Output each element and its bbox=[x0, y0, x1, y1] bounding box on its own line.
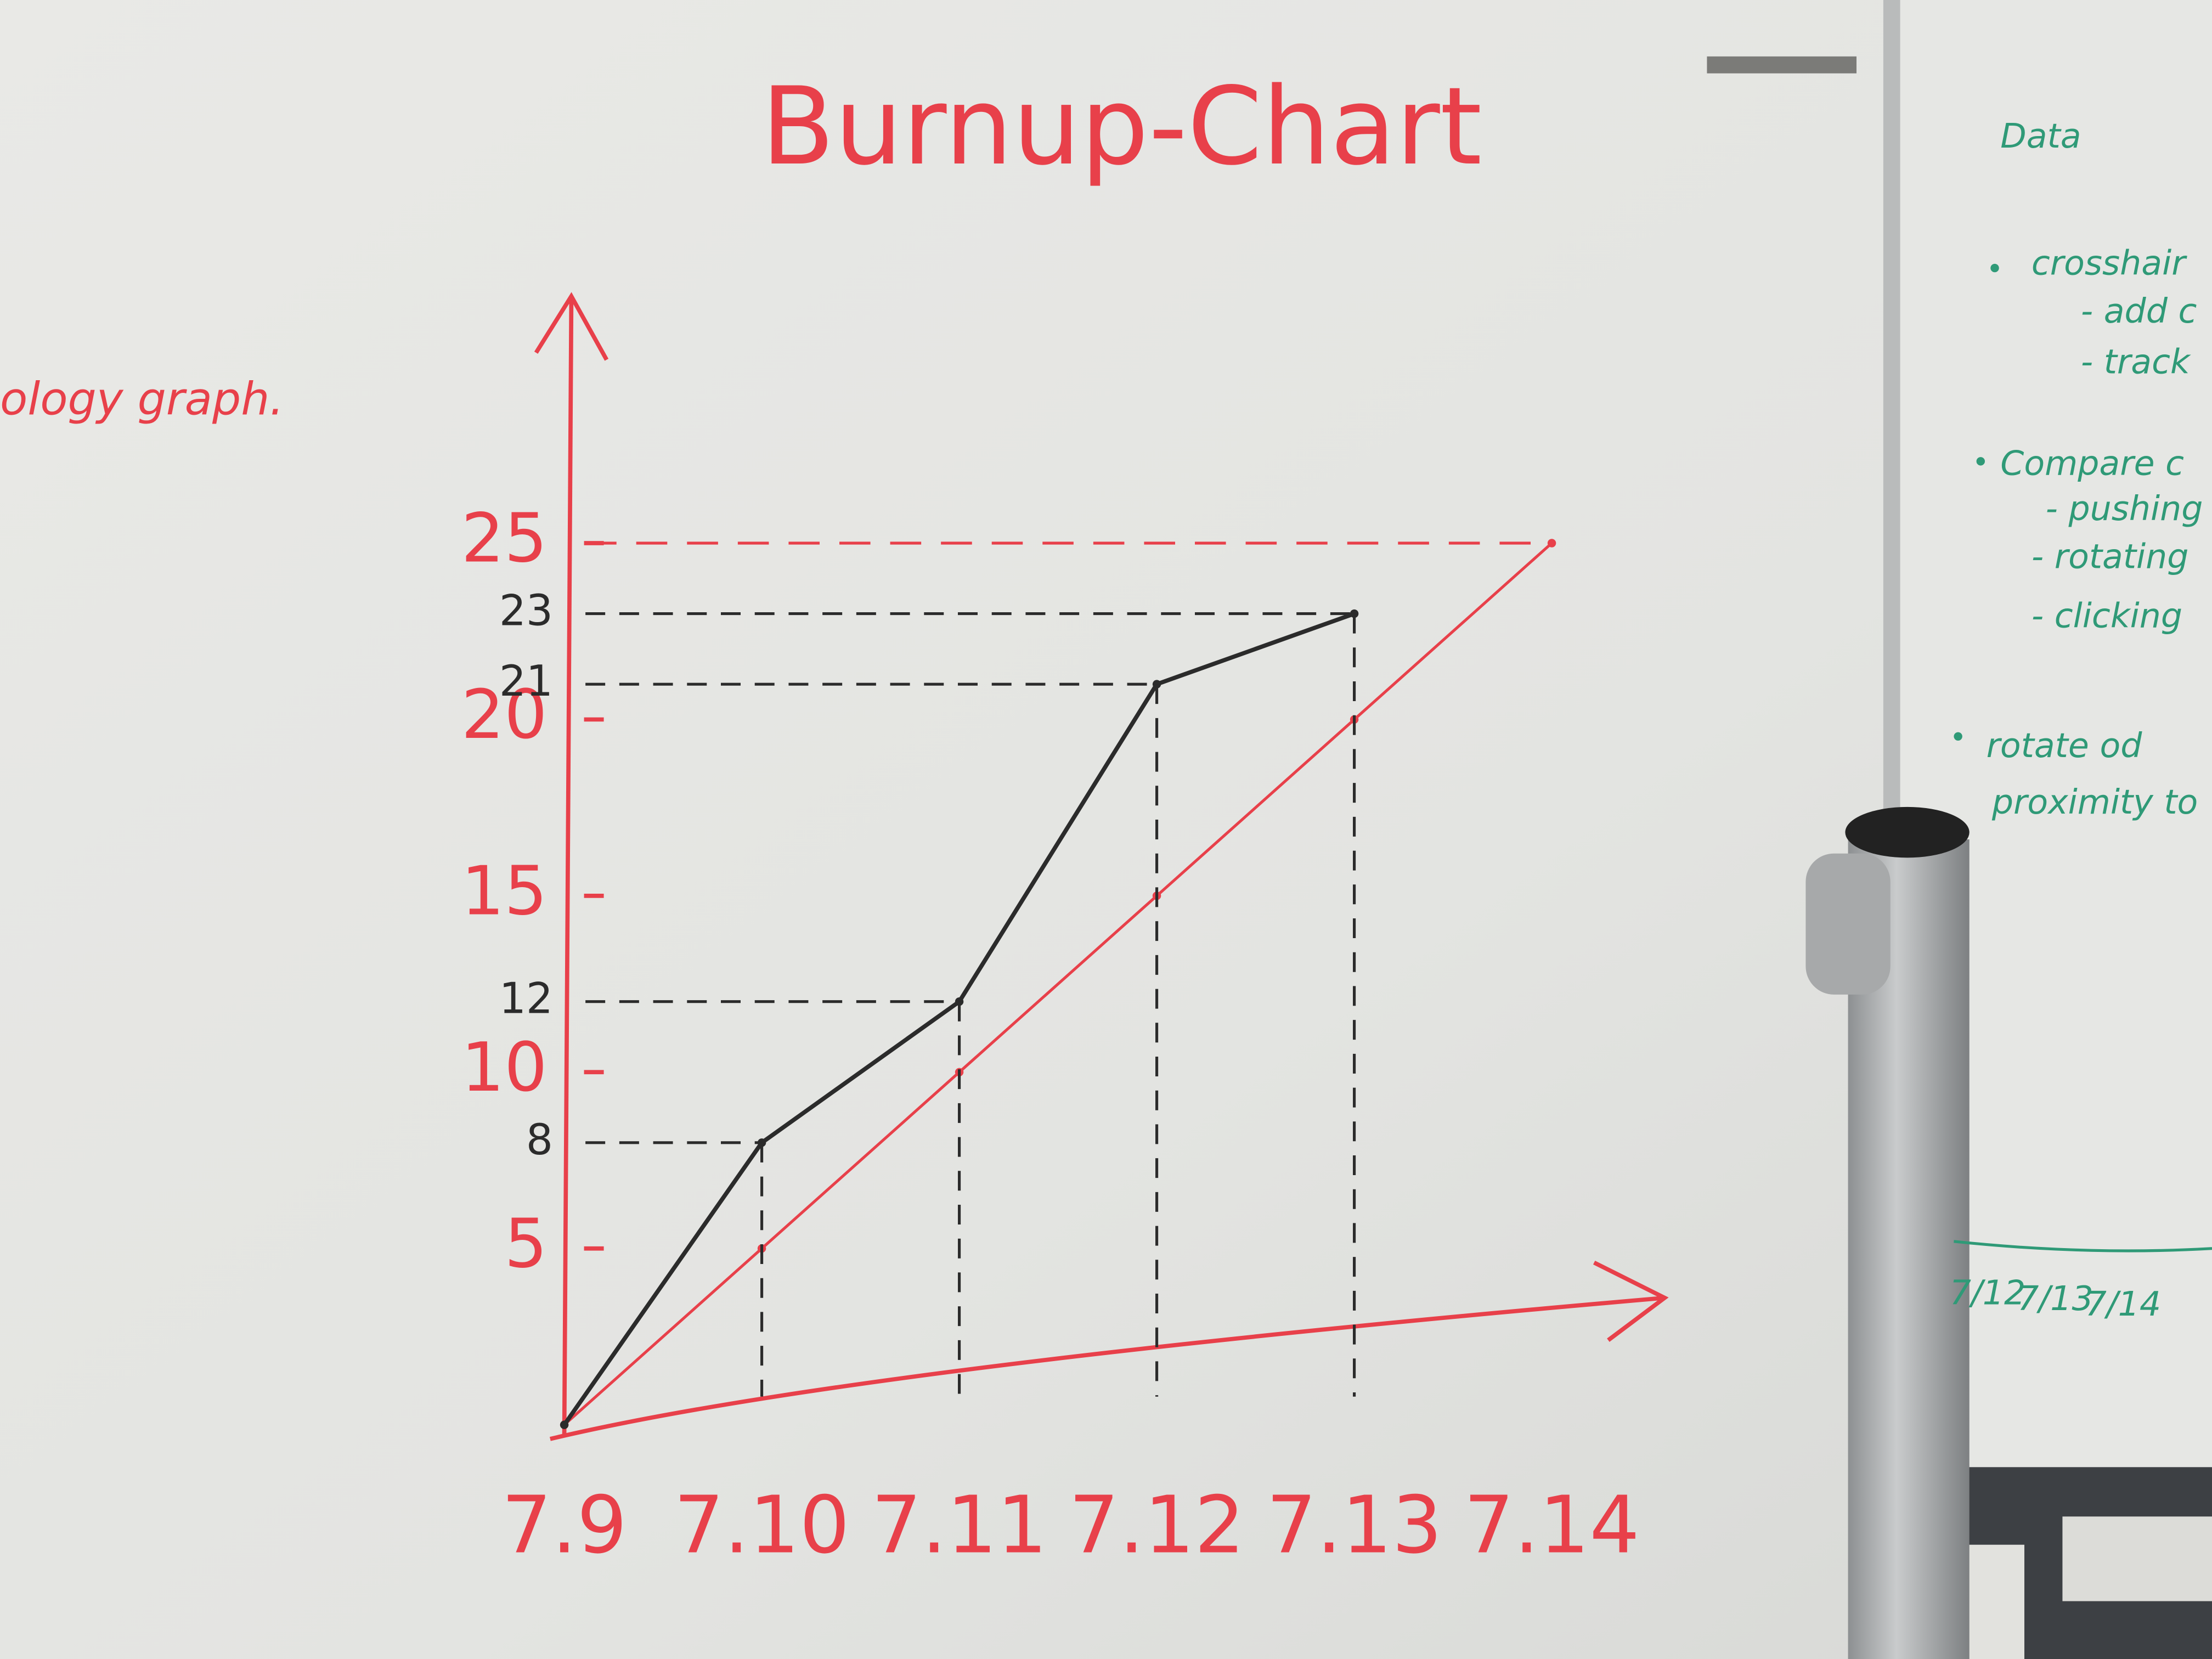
note: - clicking bbox=[2032, 596, 2182, 635]
x-tick-label: 7.13 bbox=[1266, 1479, 1442, 1571]
marked-value-label: 8 bbox=[526, 1115, 553, 1165]
marked-value-label: 12 bbox=[499, 974, 553, 1024]
y-tick-label: 10 bbox=[461, 1028, 548, 1107]
note: rotate od bbox=[1987, 726, 2143, 765]
note: - add c bbox=[2081, 291, 2197, 331]
y-tick-label: 25 bbox=[461, 499, 548, 578]
note: 7/12 bbox=[1950, 1273, 2026, 1313]
y-arrow bbox=[534, 292, 609, 361]
y-tick-label: 5 bbox=[504, 1204, 548, 1283]
outlet bbox=[2062, 1516, 2212, 1601]
note: ology graph. bbox=[0, 373, 284, 425]
point bbox=[560, 1420, 569, 1429]
note: 7/13 bbox=[2017, 1279, 2094, 1318]
marked-value-label: 23 bbox=[499, 586, 553, 636]
x-arrow bbox=[1593, 1260, 1669, 1342]
pole-cap bbox=[1845, 806, 1970, 858]
bullet bbox=[1954, 732, 1962, 741]
y-tick-label: 20 bbox=[461, 675, 548, 754]
y-tick-label: 15 bbox=[461, 852, 548, 931]
chart-title: Burnup-Chart bbox=[761, 65, 1482, 189]
x-tick-label: 7.9 bbox=[501, 1479, 627, 1571]
note: Compare c bbox=[2000, 444, 2184, 483]
x-tick-label: 7.11 bbox=[871, 1479, 1047, 1571]
x-tick-label: 7.14 bbox=[1464, 1479, 1640, 1571]
x-tick-label: 7.10 bbox=[674, 1479, 850, 1571]
note: 7/14 bbox=[2085, 1284, 2162, 1324]
bullet bbox=[1976, 457, 1985, 466]
x-tick-label: 7.12 bbox=[1069, 1479, 1245, 1571]
series-line bbox=[563, 542, 1553, 1426]
note: - rotating bbox=[2032, 537, 2189, 576]
note: Data bbox=[2000, 116, 2081, 156]
y-axis bbox=[562, 296, 574, 1436]
note: crosshair bbox=[2032, 244, 2187, 283]
label-plate bbox=[1707, 56, 1857, 74]
clamp bbox=[1805, 853, 1891, 995]
bullet bbox=[1990, 263, 1999, 273]
note: - pushing bbox=[2046, 489, 2203, 528]
note: proximity to bbox=[1991, 782, 2198, 822]
note: - track bbox=[2081, 342, 2191, 382]
sketch-axis bbox=[1954, 1240, 2212, 1252]
marked-value-label: 21 bbox=[499, 657, 553, 706]
x-axis bbox=[549, 1295, 1665, 1441]
